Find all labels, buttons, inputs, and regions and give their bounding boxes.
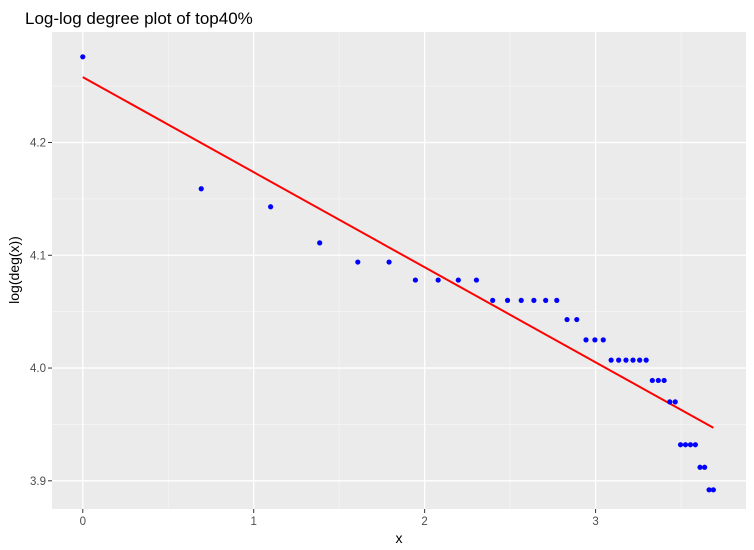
x-tick-label: 0 (80, 516, 86, 528)
data-point (623, 357, 629, 363)
x-axis-title: x (396, 530, 403, 546)
data-point (677, 442, 684, 448)
x-tick-label: 2 (421, 516, 427, 528)
points-group (80, 54, 716, 493)
data-point (592, 337, 598, 343)
data-point (616, 357, 622, 363)
data-point (600, 337, 606, 343)
data-point (692, 442, 699, 448)
y-tick-label: 4.1 (30, 250, 46, 262)
data-point (637, 357, 643, 363)
data-point (543, 297, 549, 303)
fit-line (82, 76, 714, 429)
data-point (706, 487, 712, 493)
data-point (608, 357, 614, 363)
chart-title: Log-log degree plot of top40% (25, 9, 253, 28)
data-point (198, 186, 204, 192)
y-axis-title: log(deg(x)) (6, 236, 22, 304)
data-point (518, 297, 524, 303)
data-point (564, 316, 570, 323)
data-point (710, 487, 716, 493)
x-axis: 0 1 2 3 (80, 509, 599, 528)
data-point (643, 357, 649, 363)
y-axis: 3.9 4.0 4.1 4.2 (30, 138, 52, 488)
data-point (583, 337, 589, 343)
data-point (268, 204, 274, 210)
x-tick-label: 3 (592, 516, 598, 528)
data-point (531, 297, 537, 303)
data-point (661, 377, 667, 384)
data-point (355, 259, 361, 265)
data-point (672, 399, 678, 405)
data-point (504, 297, 511, 303)
data-point (455, 277, 461, 283)
minor-gridlines (52, 32, 746, 509)
data-point (697, 464, 703, 470)
data-point (574, 316, 580, 323)
x-tick-label: 1 (251, 516, 257, 528)
data-point (80, 54, 86, 60)
data-point (412, 277, 419, 283)
data-point (473, 277, 480, 283)
data-point (554, 297, 560, 303)
data-point (682, 442, 689, 448)
data-point (317, 240, 323, 246)
data-point (386, 259, 392, 265)
data-point (630, 357, 636, 363)
data-point (649, 377, 655, 384)
data-point (667, 399, 673, 405)
data-point (655, 377, 661, 384)
data-point (687, 442, 694, 448)
major-gridlines (52, 32, 746, 509)
y-tick-label: 3.9 (30, 476, 46, 488)
plot-panel (52, 32, 746, 509)
data-point (435, 277, 441, 283)
y-tick-label: 4.0 (30, 363, 46, 375)
data-point (702, 464, 708, 470)
y-tick-label: 4.2 (30, 138, 46, 150)
data-point (490, 297, 496, 303)
fit-line-group (82, 76, 714, 429)
